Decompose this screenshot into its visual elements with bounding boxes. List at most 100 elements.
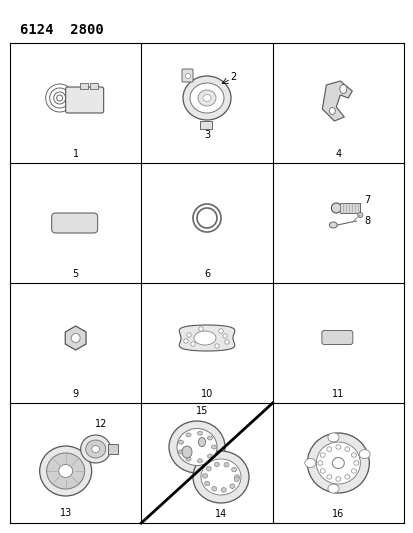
Ellipse shape [320,453,325,457]
Ellipse shape [194,331,216,345]
Ellipse shape [304,458,315,467]
Bar [199,121,211,129]
Ellipse shape [207,454,212,458]
Ellipse shape [59,464,73,478]
Ellipse shape [40,446,91,496]
Ellipse shape [197,431,202,435]
Text: 15: 15 [195,406,208,416]
Circle shape [357,213,362,217]
Ellipse shape [183,76,230,120]
Circle shape [186,333,191,337]
Ellipse shape [202,94,211,101]
Text: 1: 1 [72,149,78,159]
Ellipse shape [91,446,100,453]
Text: 11: 11 [331,389,344,399]
Ellipse shape [197,459,202,463]
Ellipse shape [214,462,219,467]
Text: 14: 14 [214,509,227,519]
Ellipse shape [327,433,338,442]
Text: 2: 2 [229,72,235,82]
Ellipse shape [351,469,356,473]
Ellipse shape [330,203,340,213]
Ellipse shape [335,445,340,449]
Ellipse shape [327,484,338,493]
Ellipse shape [211,487,216,491]
Ellipse shape [234,477,239,481]
Circle shape [198,327,203,331]
Ellipse shape [207,436,212,440]
Text: 8: 8 [363,216,370,226]
Ellipse shape [229,484,234,488]
Text: 6124  2800: 6124 2800 [20,23,104,37]
Text: 7: 7 [363,195,370,205]
Ellipse shape [211,445,216,449]
Ellipse shape [223,463,228,467]
Polygon shape [322,81,351,121]
FancyBboxPatch shape [182,69,192,82]
Ellipse shape [201,459,240,495]
Ellipse shape [351,453,356,457]
Text: 9: 9 [72,389,78,399]
Circle shape [214,344,218,348]
Ellipse shape [71,334,80,343]
Polygon shape [65,326,86,350]
Text: 5: 5 [72,269,78,279]
Text: 10: 10 [200,389,213,399]
Ellipse shape [206,466,211,471]
Ellipse shape [198,438,205,447]
Bar [339,203,359,213]
Text: 13: 13 [59,508,71,518]
Bar [79,83,88,89]
Bar [107,444,117,454]
Ellipse shape [328,108,335,115]
Ellipse shape [178,440,183,444]
Ellipse shape [344,447,349,451]
Ellipse shape [358,450,369,458]
Ellipse shape [182,446,192,458]
Text: 4: 4 [335,149,341,159]
Ellipse shape [204,481,209,486]
Ellipse shape [221,488,226,492]
Ellipse shape [317,461,322,465]
Text: 3: 3 [204,130,209,140]
Ellipse shape [328,222,337,228]
Ellipse shape [234,475,239,479]
Ellipse shape [197,90,216,106]
Bar [90,83,97,89]
Text: 6: 6 [204,269,209,279]
Ellipse shape [335,477,340,481]
Circle shape [190,342,195,346]
Ellipse shape [344,474,349,479]
Ellipse shape [202,474,207,478]
Ellipse shape [47,453,85,489]
Ellipse shape [185,74,190,78]
Ellipse shape [339,85,346,93]
Ellipse shape [231,467,236,472]
Ellipse shape [316,442,359,484]
Ellipse shape [326,474,331,479]
FancyBboxPatch shape [52,213,97,233]
Ellipse shape [185,433,190,437]
Ellipse shape [81,435,110,463]
Ellipse shape [326,447,331,451]
Ellipse shape [192,451,248,503]
Ellipse shape [353,461,358,465]
Ellipse shape [320,469,325,473]
Ellipse shape [185,457,190,461]
Ellipse shape [332,457,344,469]
FancyBboxPatch shape [66,87,103,113]
Circle shape [218,329,223,333]
Circle shape [222,334,227,338]
Ellipse shape [178,450,183,454]
Ellipse shape [85,440,105,458]
FancyBboxPatch shape [321,330,352,344]
Polygon shape [179,325,234,351]
Ellipse shape [169,421,224,473]
Circle shape [183,339,188,343]
Ellipse shape [190,83,223,113]
Text: 16: 16 [331,509,344,519]
Ellipse shape [306,433,368,493]
Text: 12: 12 [94,419,107,429]
Ellipse shape [177,429,216,465]
Circle shape [224,340,229,344]
